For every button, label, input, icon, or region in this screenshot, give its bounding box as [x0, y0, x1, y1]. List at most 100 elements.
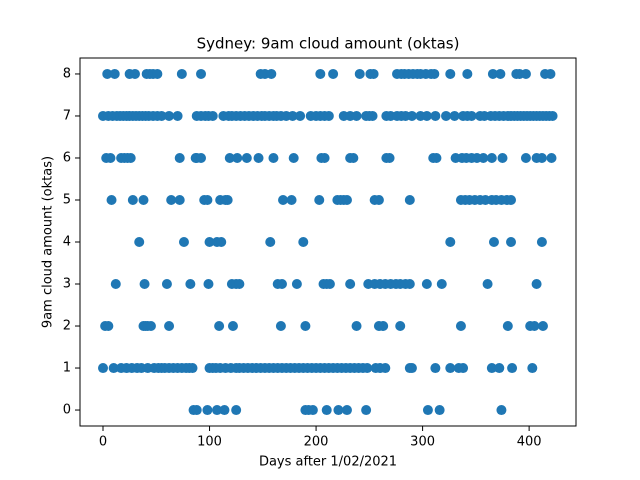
point [430, 363, 441, 374]
chart-title: Sydney: 9am cloud amount (oktas) [197, 35, 460, 53]
point [287, 110, 298, 121]
point [127, 194, 138, 205]
y-tick-label: 1 [63, 361, 71, 376]
point [520, 68, 531, 79]
point [278, 194, 289, 205]
point [328, 68, 339, 79]
point [196, 68, 207, 79]
point [300, 321, 311, 332]
y-tick-label: 5 [63, 192, 71, 207]
point [506, 194, 517, 205]
point [445, 237, 456, 247]
y-tick-label: 6 [63, 150, 71, 165]
y-tick-label: 7 [63, 108, 71, 123]
point [288, 152, 299, 163]
y-axis-label: 9am cloud amount (oktas) [41, 156, 56, 328]
point [227, 321, 238, 332]
point [487, 68, 498, 79]
point [187, 363, 198, 374]
point [434, 405, 445, 416]
point [105, 152, 116, 163]
point [314, 194, 325, 205]
point [536, 152, 547, 163]
point [241, 152, 252, 163]
point [211, 405, 222, 416]
point [362, 363, 373, 374]
point [108, 363, 119, 374]
point [520, 152, 531, 163]
point [166, 194, 177, 205]
point [431, 152, 442, 163]
y-tick-label: 0 [63, 403, 71, 418]
point [286, 194, 297, 205]
point [406, 110, 417, 121]
point [172, 110, 183, 121]
point [231, 405, 242, 416]
point [537, 321, 548, 332]
point [191, 405, 202, 416]
x-tick-label: 300 [410, 435, 435, 450]
point [333, 405, 344, 416]
point [429, 68, 440, 79]
point [367, 110, 378, 121]
point [315, 68, 326, 79]
point [395, 321, 406, 332]
point [502, 321, 513, 332]
point [196, 152, 207, 163]
point [494, 363, 505, 374]
point [232, 152, 243, 163]
point [134, 237, 145, 247]
point [295, 110, 306, 121]
point [378, 321, 389, 332]
point [546, 152, 557, 163]
point [222, 194, 233, 205]
point [207, 110, 218, 121]
x-tick-label: 0 [99, 435, 107, 450]
point [406, 363, 417, 374]
x-axis-label: Days after 1/02/2021 [259, 455, 397, 470]
point [275, 321, 286, 332]
x-tick-label: 100 [197, 435, 222, 450]
point [351, 321, 362, 332]
y-tick-label: 3 [63, 277, 71, 292]
point [156, 110, 167, 121]
point [110, 279, 121, 290]
point [321, 405, 332, 416]
point [106, 194, 117, 205]
point [161, 279, 172, 290]
point [341, 194, 352, 205]
point [204, 237, 215, 247]
point [234, 279, 245, 290]
point [496, 405, 507, 416]
point [152, 68, 163, 79]
point [441, 110, 452, 121]
point [348, 152, 359, 163]
point [219, 405, 230, 416]
point [404, 194, 415, 205]
point [445, 363, 456, 374]
point [531, 279, 542, 290]
point [176, 68, 187, 79]
point [361, 405, 372, 416]
point [178, 237, 189, 247]
point [276, 279, 287, 290]
point [216, 237, 227, 247]
point [266, 68, 277, 79]
point [102, 68, 113, 79]
point [536, 237, 547, 247]
point [341, 405, 352, 416]
point [373, 194, 384, 205]
point [138, 194, 149, 205]
point [529, 321, 540, 332]
point [129, 68, 140, 79]
point [324, 279, 335, 290]
point [185, 279, 196, 290]
point [384, 152, 395, 163]
point [164, 321, 175, 332]
point [545, 68, 556, 79]
point [486, 152, 497, 163]
x-tick-label: 200 [304, 435, 329, 450]
point [488, 237, 499, 247]
point [421, 279, 432, 290]
